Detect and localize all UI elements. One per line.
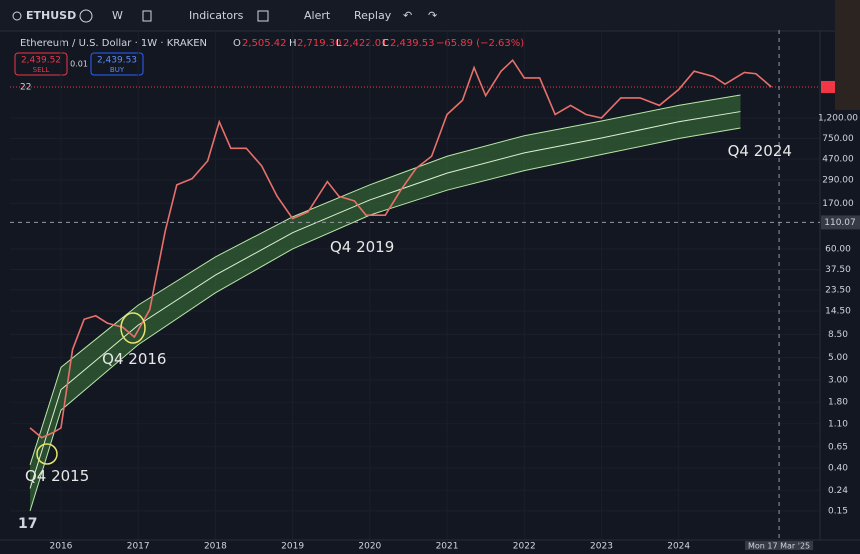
redo-button[interactable]: ↷ (428, 9, 437, 22)
legend-l-label: L (336, 38, 342, 49)
sell-button[interactable] (14, 52, 68, 76)
x-tick-label: 2019 (281, 542, 304, 551)
y-tick-label: 0.15 (828, 506, 848, 516)
sell-price[interactable]: 2,439.52 (21, 56, 61, 66)
alert-button[interactable]: Alert (304, 9, 331, 22)
legend-change: −65.89 (−2.63%) (436, 38, 524, 49)
annotation: Q4 2016 (102, 350, 166, 368)
annotation: Q4 2015 (25, 467, 89, 485)
y-tick-label: 1.80 (828, 398, 848, 408)
x-tick-label: 2024 (667, 542, 690, 551)
compare-button[interactable] (79, 9, 93, 23)
y-tick-label: 5.00 (828, 353, 848, 363)
x-tick-label: 2021 (436, 542, 459, 551)
y-tick-label: 290.00 (822, 176, 854, 186)
annotation: Q4 2019 (330, 238, 394, 256)
annotation: Q4 2024 (728, 142, 792, 160)
x-tick-label: 2022 (513, 542, 536, 551)
y-tick-label: 60.00 (825, 244, 851, 254)
band-line (29, 94, 741, 465)
y-tick-label: 0.65 (828, 442, 848, 452)
buy-button[interactable] (90, 52, 144, 76)
legend-close: 2,439.53 (390, 38, 435, 49)
legend-open: 2,505.42 (242, 38, 287, 49)
price-line (29, 58, 772, 439)
y-tick-label: 14.50 (825, 307, 851, 317)
undo-button[interactable]: ↶ (403, 9, 412, 22)
y-tick-label: 0.40 (828, 463, 848, 473)
crosshair-date: Mon 17 Mar '25 (748, 542, 810, 551)
y-tick-label: 37.50 (825, 265, 851, 275)
x-tick-label: 2018 (204, 542, 227, 551)
legend-o-label: O (233, 38, 241, 49)
buy-label[interactable]: BUY (110, 66, 125, 74)
band-line (29, 111, 741, 489)
x-tick-label: 2020 (358, 542, 381, 551)
indicators-button[interactable]: Indicators (189, 9, 244, 22)
crosshair-date-tag (745, 541, 814, 550)
y-tick-label: 0.24 (828, 486, 848, 496)
templates-button[interactable] (257, 10, 269, 22)
y-tick-label: 1,200.00 (818, 113, 858, 123)
legend-title: Ethereum / U.S. Dollar · 1W · KRAKEN (20, 38, 207, 49)
y-tick-label: 3.00 (828, 375, 848, 385)
sell-label[interactable]: SELL (33, 66, 50, 74)
replay-button[interactable]: Replay (354, 9, 392, 22)
interval[interactable]: W (112, 9, 123, 22)
indicator-count[interactable]: 22 (20, 83, 31, 93)
legend-low: 2,422.01 (343, 38, 388, 49)
legend-c-label: C (382, 38, 389, 49)
y-tick-label: 470.00 (822, 154, 854, 164)
x-tick-label: 2017 (127, 542, 150, 551)
spread: 0.01 (70, 60, 88, 69)
webcam-overlay (835, 0, 860, 110)
crosshair-price-tag (821, 215, 860, 230)
y-tick-label: 750.00 (822, 134, 854, 144)
y-tick-label: 8.50 (828, 330, 848, 340)
y-tick-label: 170.00 (822, 199, 854, 209)
x-tick-label: 2016 (50, 542, 73, 551)
last-price-tag (821, 80, 835, 93)
crosshair-price: 110.07 (824, 218, 856, 228)
highlight-circle (120, 312, 146, 344)
symbol[interactable]: ETHUSD (26, 9, 76, 22)
legend-high: 2,719.30 (297, 38, 342, 49)
highlight-circle (36, 443, 58, 465)
tv-logo: 17 (18, 516, 37, 532)
chart-type-button[interactable] (142, 10, 152, 22)
x-tick-label: 2023 (590, 542, 613, 551)
y-tick-label: 1.10 (828, 419, 848, 429)
search-icon[interactable] (12, 11, 22, 21)
y-tick-label: 23.50 (825, 285, 851, 295)
buy-price[interactable]: 2,439.53 (97, 56, 137, 66)
